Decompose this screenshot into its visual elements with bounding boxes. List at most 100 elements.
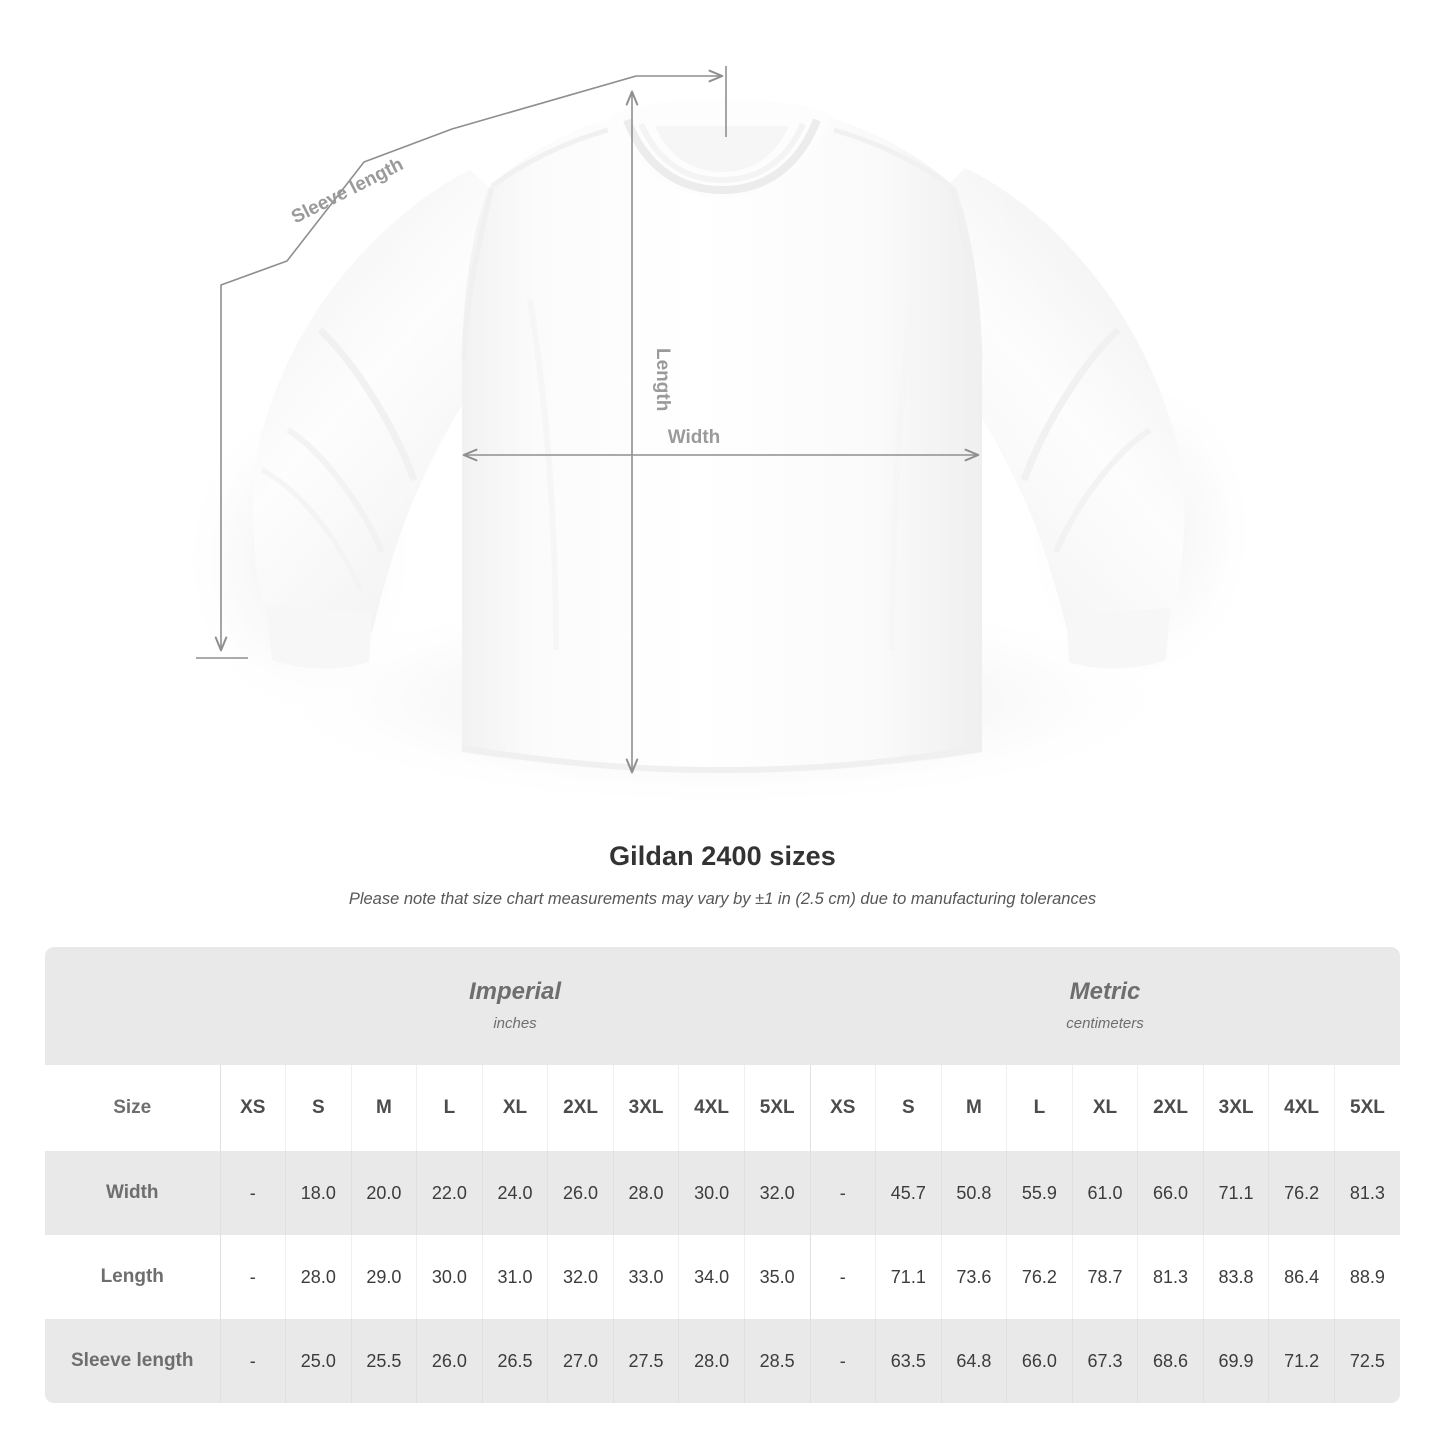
- cell-imperial-l: 26.0: [416, 1319, 483, 1403]
- cell-metric-2xl: 68.6: [1137, 1319, 1204, 1403]
- size-header-imperial-m: M: [350, 1065, 417, 1151]
- cell-imperial-l: 22.0: [416, 1151, 483, 1235]
- unit-banner-blank: [45, 947, 220, 1065]
- cell-metric-3xl: 69.9: [1202, 1319, 1269, 1403]
- unit-banner-row: Imperial inches Metric centimeters: [45, 947, 1400, 1065]
- size-header-row: Size XS S M L XL 2XL 3XL 4XL 5XL XS S M L XL 2XL 3XL 4XL 5…: [45, 1065, 1400, 1151]
- cell-metric-m: 50.8: [940, 1151, 1007, 1235]
- cell-metric-xl: 67.3: [1071, 1319, 1138, 1403]
- sleeve-length-label: Sleeve length: [288, 154, 407, 228]
- cell-imperial-m: 25.5: [350, 1319, 417, 1403]
- cell-imperial-4xl: 34.0: [678, 1235, 745, 1319]
- unit-name-metric: Metric: [1069, 978, 1141, 1005]
- right-cuff: [1066, 608, 1170, 669]
- page-title: Gildan 2400 sizes: [609, 841, 836, 871]
- row-label-width: Width: [45, 1151, 220, 1235]
- cell-metric-4xl: 76.2: [1268, 1151, 1335, 1235]
- shirt-body: [462, 102, 982, 772]
- cell-imperial-s: 25.0: [285, 1319, 352, 1403]
- row-label-length: Length: [45, 1235, 220, 1319]
- size-header-imperial-s: S: [285, 1065, 352, 1151]
- size-header-imperial-3xl: 3XL: [612, 1065, 679, 1151]
- table-row: Length -28.0 29.0 30.0 31.0 32.0 33.0 34.0 35.0-…: [45, 1235, 1400, 1319]
- table-row: Sleeve length -25.0 25.5 26.0 26.5 27.0 27.5 28…: [45, 1319, 1400, 1403]
- unit-sub-metric: centimeters: [1066, 1015, 1144, 1032]
- length-dimension: Length: [632, 92, 673, 772]
- cell-imperial-5xl: 32.0: [743, 1151, 810, 1235]
- page-subtitle: Please note that size chart measurements…: [348, 890, 1097, 908]
- size-header-metric-m: M: [940, 1065, 1007, 1151]
- cell-imperial-2xl: 26.0: [547, 1151, 614, 1235]
- cell-metric-5xl: 88.9: [1333, 1235, 1400, 1319]
- unit-sub-imperial: inches: [493, 1015, 537, 1032]
- cell-imperial-xl: 26.5: [481, 1319, 548, 1403]
- unit-name-imperial: Imperial: [468, 978, 562, 1005]
- sleeve-length-line: [221, 76, 722, 650]
- size-header-metric-s: S: [875, 1065, 942, 1151]
- cell-metric-s: 71.1: [875, 1235, 942, 1319]
- cell-imperial-m: 29.0: [350, 1235, 417, 1319]
- table-row: Width -18.0 20.0 22.0 24.0 26.0 28.0 30.0 32.0-4…: [45, 1151, 1400, 1235]
- unit-banner-imperial: Imperial inches: [220, 947, 810, 1065]
- cell-metric-l: 55.9: [1006, 1151, 1073, 1235]
- right-armhole-seam: [949, 187, 983, 361]
- cell-metric-2xl: 66.0: [1137, 1151, 1204, 1235]
- cell-imperial-xs: -: [219, 1151, 286, 1235]
- cell-metric-5xl: 81.3: [1333, 1151, 1400, 1235]
- garment-illustration: Sleeve length Length Width: [180, 66, 1260, 810]
- cell-metric-3xl: 83.8: [1202, 1235, 1269, 1319]
- cell-imperial-3xl: 28.0: [612, 1151, 679, 1235]
- left-cuff: [266, 606, 372, 669]
- length-label: Length: [652, 348, 673, 411]
- size-header-metric-2xl: 2XL: [1137, 1065, 1204, 1151]
- unit-banner-metric: Metric centimeters: [810, 947, 1400, 1065]
- width-label: Width: [668, 427, 721, 448]
- cell-imperial-xs: -: [219, 1319, 286, 1403]
- cell-imperial-5xl: 28.5: [743, 1319, 810, 1403]
- cell-metric-2xl: 81.3: [1137, 1235, 1204, 1319]
- cell-metric-xl: 61.0: [1071, 1151, 1138, 1235]
- cell-imperial-m: 20.0: [350, 1151, 417, 1235]
- cell-imperial-3xl: 33.0: [612, 1235, 679, 1319]
- size-header-metric-xl: XL: [1071, 1065, 1138, 1151]
- size-chart-table-wrap: Imperial inches Metric centimeters Size XS S M L…: [45, 947, 1400, 1403]
- size-header-metric-4xl: 4XL: [1268, 1065, 1335, 1151]
- size-header-imperial-xs: XS: [219, 1065, 286, 1151]
- cell-imperial-4xl: 28.0: [678, 1319, 745, 1403]
- cell-imperial-xl: 24.0: [481, 1151, 548, 1235]
- cell-imperial-3xl: 27.5: [612, 1319, 679, 1403]
- cell-imperial-5xl: 35.0: [743, 1235, 810, 1319]
- size-header-metric-5xl: 5XL: [1333, 1065, 1400, 1151]
- cell-imperial-2xl: 32.0: [547, 1235, 614, 1319]
- title-block: Gildan 2400 sizes Please note that size …: [0, 838, 1445, 910]
- size-header-label: Size: [45, 1065, 220, 1151]
- size-header-imperial-xl: XL: [481, 1065, 548, 1151]
- cell-metric-l: 66.0: [1006, 1319, 1073, 1403]
- size-header-metric-3xl: 3XL: [1202, 1065, 1269, 1151]
- cell-metric-4xl: 71.2: [1268, 1319, 1335, 1403]
- cell-metric-3xl: 71.1: [1202, 1151, 1269, 1235]
- right-sleeve-fold-2: [1053, 427, 1152, 554]
- right-shoulder-seam: [833, 127, 952, 189]
- cell-metric-m: 73.6: [940, 1235, 1007, 1319]
- size-header-metric-l: L: [1006, 1065, 1073, 1151]
- cell-metric-l: 76.2: [1006, 1235, 1073, 1319]
- cell-imperial-2xl: 27.0: [547, 1319, 614, 1403]
- cell-imperial-xs: -: [219, 1235, 286, 1319]
- size-header-imperial-5xl: 5XL: [743, 1065, 810, 1151]
- size-header-metric-xs: XS: [809, 1065, 876, 1151]
- cell-metric-s: 63.5: [875, 1319, 942, 1403]
- size-chart-table: Imperial inches Metric centimeters Size XS S M L…: [45, 947, 1400, 1403]
- cell-metric-xl: 78.7: [1071, 1235, 1138, 1319]
- cell-imperial-l: 30.0: [416, 1235, 483, 1319]
- width-dimension: Width: [464, 427, 978, 455]
- cell-metric-xs: -: [809, 1151, 876, 1235]
- cell-metric-s: 45.7: [875, 1151, 942, 1235]
- row-label-sleeve-length: Sleeve length: [45, 1319, 220, 1403]
- size-header-imperial-l: L: [416, 1065, 483, 1151]
- right-sleeve-fold-1: [1020, 327, 1121, 482]
- body-fold-right: [889, 299, 915, 651]
- cell-metric-m: 64.8: [940, 1319, 1007, 1403]
- cell-metric-xs: -: [809, 1235, 876, 1319]
- cell-metric-5xl: 72.5: [1333, 1319, 1400, 1403]
